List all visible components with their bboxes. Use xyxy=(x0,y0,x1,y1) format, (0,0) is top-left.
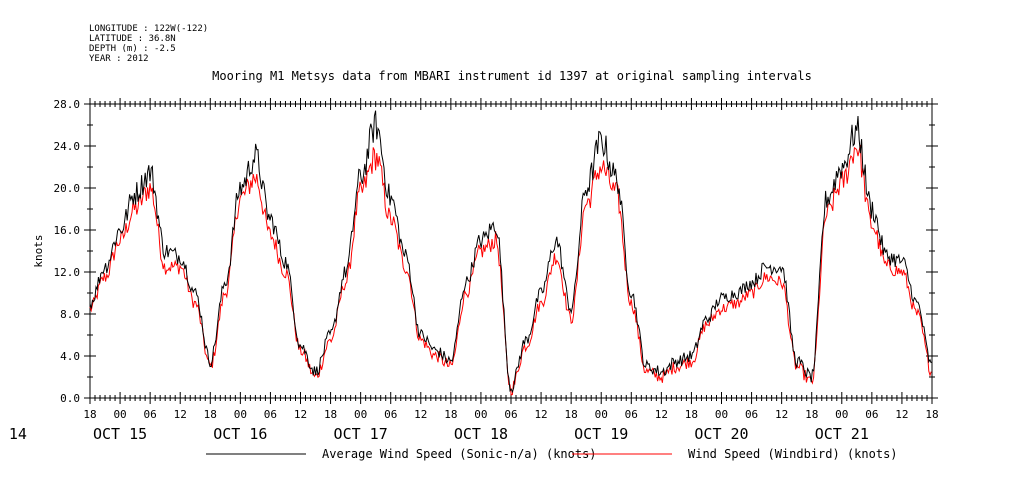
x-hour-label: 06 xyxy=(144,408,157,421)
x-hour-label: 12 xyxy=(294,408,307,421)
legend-label-average-wind: Average Wind Speed (Sonic-n/a) (knots) xyxy=(322,447,597,461)
x-hour-label: 06 xyxy=(625,408,638,421)
x-hour-label: 18 xyxy=(805,408,818,421)
x-hour-label: 00 xyxy=(234,408,247,421)
x-date-label: OCT 16 xyxy=(213,425,267,443)
series-layer xyxy=(89,110,932,396)
x-date-label: OCT 18 xyxy=(454,425,508,443)
meta-line-year: YEAR : 2012 xyxy=(89,54,149,64)
x-hour-label: 18 xyxy=(83,408,96,421)
x-hour-label: 06 xyxy=(264,408,277,421)
meta-line-latitude: LATITUDE : 36.8N xyxy=(89,34,176,44)
x-hour-label: 00 xyxy=(354,408,367,421)
x-hour-label: 18 xyxy=(685,408,698,421)
x-hour-label: 00 xyxy=(715,408,728,421)
x-hour-label: 18 xyxy=(204,408,217,421)
x-date-label: OCT 17 xyxy=(334,425,388,443)
chart-title: Mooring M1 Metsys data from MBARI instru… xyxy=(212,69,812,83)
meta-line-longitude: LONGITUDE : 122W(-122) xyxy=(89,24,208,34)
x-date-label: OCT 19 xyxy=(574,425,628,443)
x-hour-label: 18 xyxy=(925,408,938,421)
x-hour-label: 00 xyxy=(835,408,848,421)
x-hour-label: 06 xyxy=(745,408,758,421)
y-axis: 0.0 4.0 8.0 12.0 16.0 20.0 24.0 28.0 xyxy=(54,98,938,405)
meta-line-depth: DEPTH (m) : -2.5 xyxy=(89,44,176,54)
y-tick-label: 0.0 xyxy=(60,392,80,405)
x-date-label: OCT 14 xyxy=(0,425,27,443)
x-hour-label: 00 xyxy=(113,408,126,421)
x-hour-label: 12 xyxy=(174,408,187,421)
plot-border xyxy=(89,103,933,399)
x-hour-label: 18 xyxy=(565,408,578,421)
x-hour-label: 18 xyxy=(444,408,457,421)
legend-label-windbird: Wind Speed (Windbird) (knots) xyxy=(688,447,898,461)
x-hour-label: 00 xyxy=(474,408,487,421)
y-tick-label: 24.0 xyxy=(54,140,81,153)
x-hour-label: 12 xyxy=(895,408,908,421)
y-tick-label: 12.0 xyxy=(54,266,81,279)
x-hour-label: 00 xyxy=(595,408,608,421)
x-axis: 18 00 06 12 18 00 06 12 18 00 06 12 18 00 06 12 18 00 06 12… xyxy=(0,98,939,443)
series-line-average-wind xyxy=(89,110,932,394)
x-date-label: OCT 15 xyxy=(93,425,147,443)
legend: Average Wind Speed (Sonic-n/a) (knots) W… xyxy=(206,447,898,461)
x-hour-label: 12 xyxy=(414,408,427,421)
x-hour-label: 12 xyxy=(655,408,668,421)
x-date-label: OCT 20 xyxy=(694,425,748,443)
metadata-block: LONGITUDE : 122W(-122) LATITUDE : 36.8N … xyxy=(89,24,208,64)
y-tick-label: 8.0 xyxy=(60,308,80,321)
y-tick-label: 4.0 xyxy=(60,350,80,363)
plot-frame xyxy=(89,103,933,399)
y-axis-label: knots xyxy=(32,234,45,267)
x-hour-label: 06 xyxy=(865,408,878,421)
y-tick-label: 16.0 xyxy=(54,224,81,237)
x-hour-label: 18 xyxy=(324,408,337,421)
x-hour-label: 12 xyxy=(775,408,788,421)
x-hour-label: 12 xyxy=(534,408,547,421)
x-hour-label: 06 xyxy=(504,408,517,421)
y-tick-label: 20.0 xyxy=(54,182,81,195)
x-hour-label: 06 xyxy=(384,408,397,421)
x-date-label: OCT 21 xyxy=(815,425,869,443)
series-line-windbird xyxy=(89,144,932,396)
y-tick-label: 28.0 xyxy=(54,98,81,111)
